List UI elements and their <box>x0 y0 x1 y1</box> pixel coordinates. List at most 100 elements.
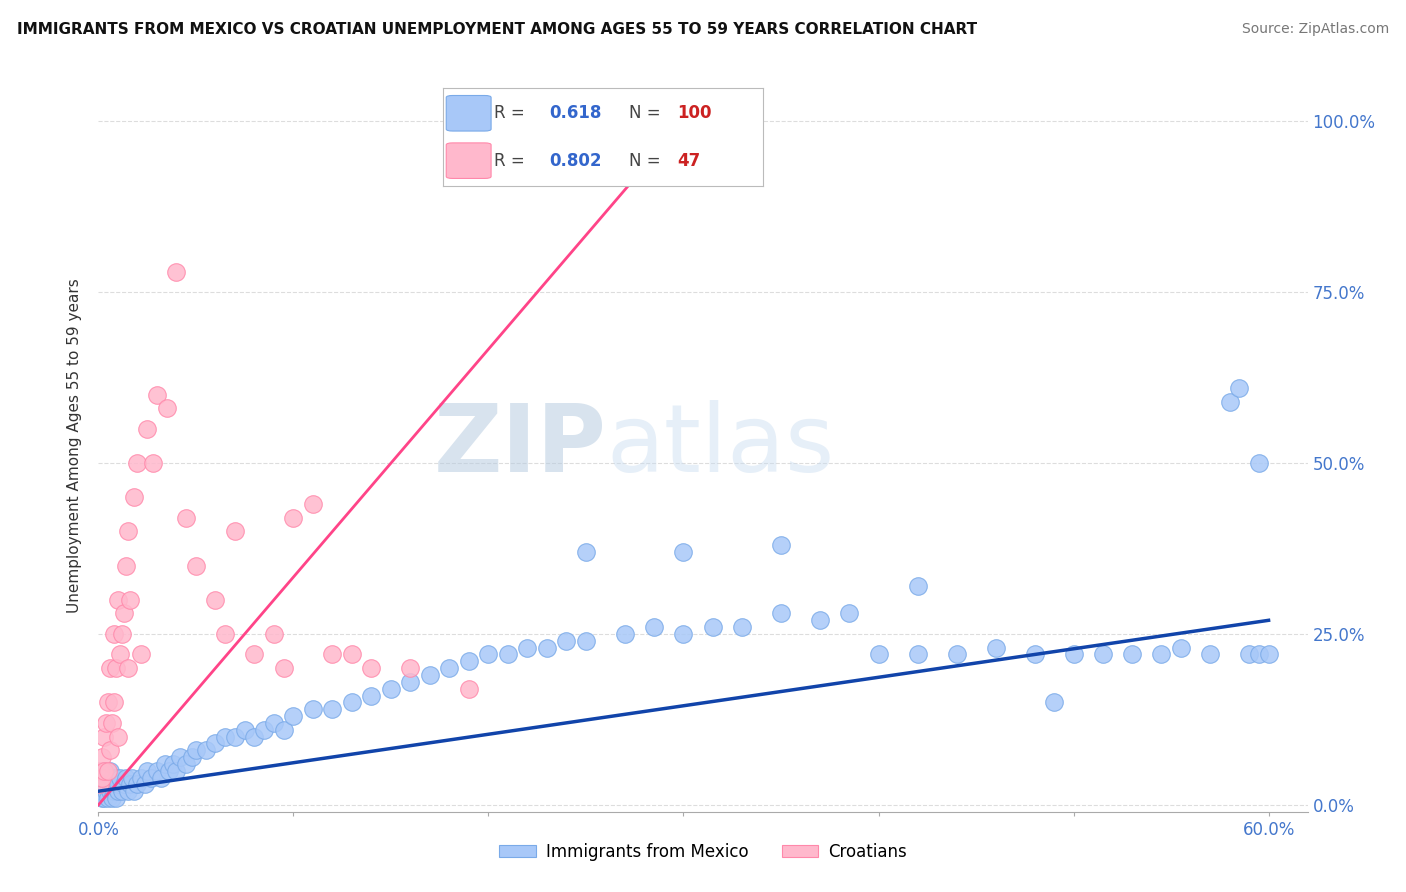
Point <box>614 627 637 641</box>
Point <box>731 620 754 634</box>
Point <box>575 545 598 559</box>
Point <box>112 607 135 621</box>
Point <box>253 723 276 737</box>
Point <box>458 681 481 696</box>
Point <box>117 784 139 798</box>
Point <box>233 723 256 737</box>
Point <box>91 784 114 798</box>
Point <box>89 777 111 791</box>
Point <box>1170 640 1192 655</box>
Point <box>769 538 792 552</box>
Point <box>98 743 121 757</box>
Point <box>1219 394 1241 409</box>
Point <box>142 456 165 470</box>
Point <box>283 709 305 723</box>
Point <box>536 640 558 655</box>
Point <box>769 607 792 621</box>
Point <box>91 771 114 785</box>
Text: Source: ZipAtlas.com: Source: ZipAtlas.com <box>1241 22 1389 37</box>
Point <box>214 730 236 744</box>
Point <box>93 791 115 805</box>
Point <box>174 510 197 524</box>
Point <box>89 764 111 778</box>
Point <box>340 695 363 709</box>
Point <box>1247 648 1270 662</box>
Point <box>118 592 141 607</box>
Point <box>1257 648 1279 662</box>
Point <box>114 558 136 573</box>
Point <box>131 771 153 785</box>
Point <box>118 777 141 791</box>
Point <box>121 771 143 785</box>
Y-axis label: Unemployment Among Ages 55 to 59 years: Unemployment Among Ages 55 to 59 years <box>67 278 83 614</box>
Point <box>1121 648 1143 662</box>
Point <box>136 764 159 778</box>
Point <box>945 648 967 662</box>
Point <box>907 579 929 593</box>
Point <box>273 723 295 737</box>
Point <box>184 743 207 757</box>
Point <box>1024 648 1046 662</box>
Point <box>101 715 124 730</box>
Point <box>134 777 156 791</box>
Point <box>243 648 266 662</box>
Point <box>139 771 162 785</box>
Point <box>360 689 382 703</box>
Point <box>93 764 115 778</box>
Point <box>243 730 266 744</box>
Point <box>165 764 187 778</box>
Text: ZIP: ZIP <box>433 400 606 492</box>
Point <box>302 497 325 511</box>
Point <box>96 771 118 785</box>
Point <box>321 648 343 662</box>
Point <box>1227 381 1250 395</box>
Point <box>107 784 129 798</box>
Point <box>263 627 285 641</box>
Point <box>101 791 124 805</box>
Point <box>107 592 129 607</box>
Point <box>97 777 120 791</box>
Point <box>122 490 145 504</box>
Point <box>103 777 125 791</box>
Text: IMMIGRANTS FROM MEXICO VS CROATIAN UNEMPLOYMENT AMONG AGES 55 TO 59 YEARS CORREL: IMMIGRANTS FROM MEXICO VS CROATIAN UNEMP… <box>17 22 977 37</box>
Point <box>302 702 325 716</box>
Point <box>156 401 179 416</box>
Point <box>1237 648 1260 662</box>
Point <box>181 750 204 764</box>
Point <box>516 640 538 655</box>
Point <box>104 791 127 805</box>
Point <box>153 756 176 771</box>
Point <box>111 627 134 641</box>
Point <box>458 654 481 668</box>
Point <box>127 456 149 470</box>
Point <box>162 756 184 771</box>
Point <box>103 627 125 641</box>
Point <box>1199 648 1222 662</box>
Point <box>146 388 169 402</box>
Point <box>575 633 598 648</box>
Point <box>98 661 121 675</box>
Point <box>555 633 578 648</box>
Point <box>1091 648 1114 662</box>
Point <box>868 648 890 662</box>
Point <box>643 620 665 634</box>
Point <box>91 791 114 805</box>
Point <box>321 702 343 716</box>
Point <box>1247 456 1270 470</box>
Point <box>104 661 127 675</box>
Point <box>114 771 136 785</box>
Legend: Immigrants from Mexico, Croatians: Immigrants from Mexico, Croatians <box>492 837 914 868</box>
Point <box>214 627 236 641</box>
Point <box>1150 648 1173 662</box>
Point <box>89 777 111 791</box>
Point <box>907 648 929 662</box>
Point <box>399 674 422 689</box>
Point <box>360 661 382 675</box>
Point <box>273 661 295 675</box>
Point <box>103 784 125 798</box>
Point <box>1043 695 1066 709</box>
Point <box>97 695 120 709</box>
Point <box>93 730 115 744</box>
Point <box>204 736 226 750</box>
Point <box>91 750 114 764</box>
